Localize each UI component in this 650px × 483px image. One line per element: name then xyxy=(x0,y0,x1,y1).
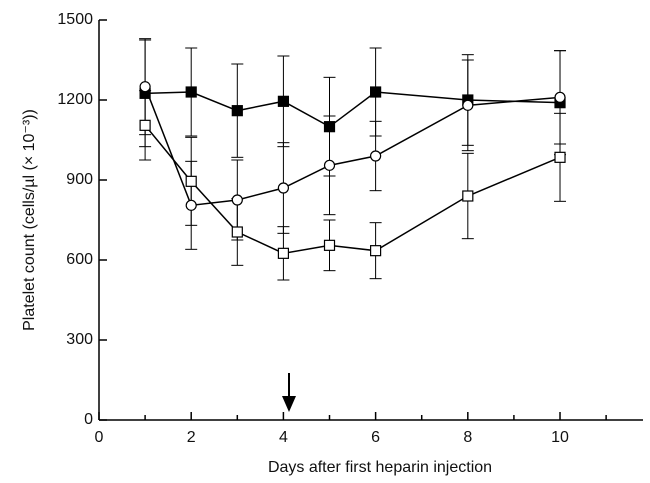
x-tick-label: 10 xyxy=(551,429,569,446)
marker xyxy=(323,121,336,133)
marker xyxy=(323,239,336,251)
y-tick-label: 0 xyxy=(84,411,93,428)
y-tick-label: 600 xyxy=(66,251,93,268)
marker xyxy=(277,247,290,259)
marker xyxy=(185,175,197,187)
marker xyxy=(185,199,197,211)
marker xyxy=(462,99,474,111)
marker xyxy=(370,86,382,98)
annotation-arrow xyxy=(282,373,296,412)
series-line xyxy=(144,124,561,255)
x-tick-label: 8 xyxy=(463,429,472,446)
marker xyxy=(370,245,382,257)
x-tick-label: 2 xyxy=(187,429,196,446)
marker xyxy=(139,119,151,131)
y-axis-label: Platelet count (cells/µl (× 10⁻³)) xyxy=(21,109,38,331)
marker xyxy=(370,150,382,162)
marker xyxy=(554,91,566,103)
marker xyxy=(231,105,243,117)
marker xyxy=(185,86,197,98)
x-tick-label: 4 xyxy=(279,429,288,446)
y-tick-label: 900 xyxy=(66,171,93,188)
marker xyxy=(231,194,243,206)
marker xyxy=(554,151,566,163)
marker xyxy=(462,190,474,202)
y-tick-label: 1500 xyxy=(57,11,93,28)
marker xyxy=(231,226,243,238)
x-axis-label: Days after first heparin injection xyxy=(268,459,492,476)
marker xyxy=(277,95,290,107)
marker xyxy=(139,81,151,93)
x-tick-label: 6 xyxy=(371,429,380,446)
y-tick-label: 300 xyxy=(66,331,93,348)
series-line xyxy=(144,86,561,207)
marker xyxy=(277,182,290,194)
marker xyxy=(323,159,336,171)
x-tick-label: 0 xyxy=(95,429,104,446)
y-tick-label: 1200 xyxy=(57,91,93,108)
series-line xyxy=(145,91,561,128)
